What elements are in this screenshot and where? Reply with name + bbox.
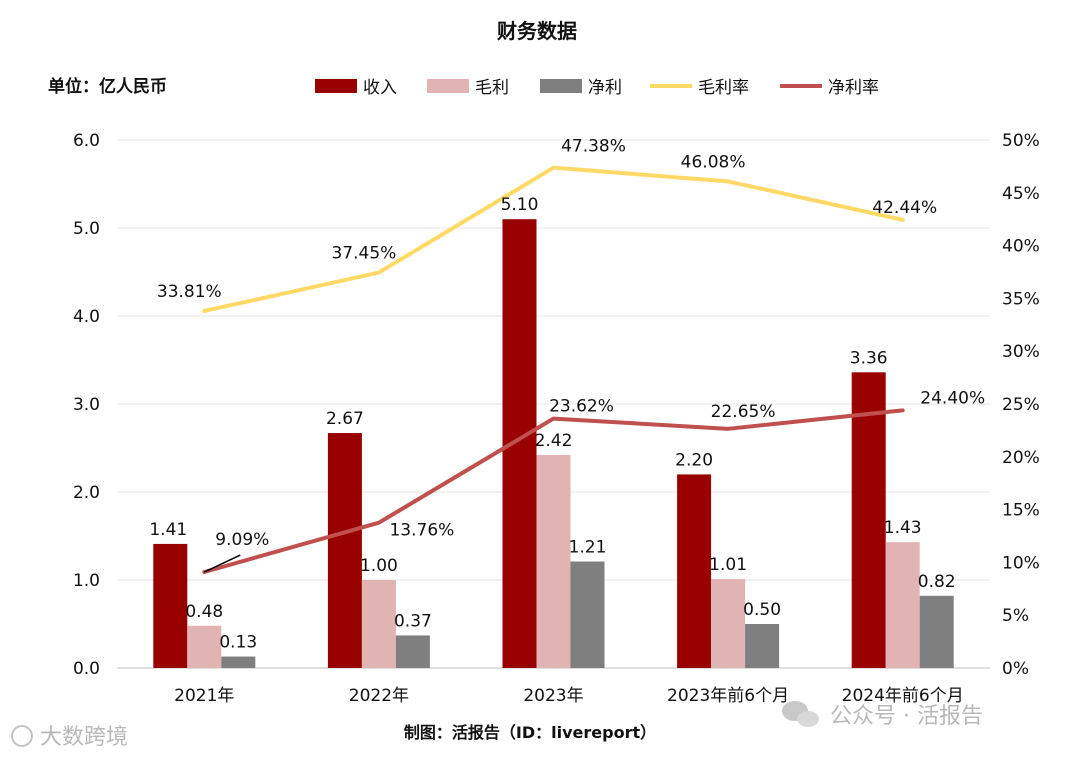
- bar-value-label: 2.20: [675, 450, 713, 470]
- legend-swatch: [540, 79, 582, 93]
- bar-value-label: 3.36: [850, 348, 888, 368]
- y-right-tick: 50%: [1002, 131, 1040, 151]
- line-value-label: 37.45%: [331, 244, 396, 264]
- line-value-label: 24.40%: [920, 388, 985, 408]
- bar-net-profit: [745, 624, 780, 668]
- left-axis-ticks: 0.0 1.0 2.0 3.0 4.0 5.0 6.0: [73, 131, 100, 679]
- category-label: 2023年: [523, 686, 583, 706]
- wechat-icon-bubble: [797, 711, 819, 727]
- line-value-label: 23.62%: [549, 397, 614, 417]
- bar-revenue: [153, 543, 188, 668]
- y-right-tick: 15%: [1002, 501, 1040, 521]
- line-value-label: 46.08%: [681, 152, 746, 172]
- brand-mark-icon: [11, 725, 33, 747]
- bar-value-label: 1.21: [569, 538, 607, 558]
- y-left-tick: 3.0: [73, 395, 100, 415]
- bar-value-label: 0.37: [394, 611, 432, 631]
- bar-gross-profit: [187, 625, 222, 668]
- bar-net-profit: [221, 656, 256, 668]
- legend: 收入 毛利 净利 毛利率 净利率: [315, 78, 879, 98]
- bar-revenue: [677, 474, 712, 668]
- bar-gross-profit: [536, 455, 571, 668]
- line-value-label: 13.76%: [389, 521, 454, 541]
- legend-label: 收入: [363, 78, 397, 98]
- bar-value-label: 1.41: [149, 520, 187, 540]
- y-left-tick: 1.0: [73, 571, 100, 591]
- bar-net-profit: [395, 635, 430, 668]
- watermark-right-text: 公众号 · 活报告: [830, 704, 983, 729]
- line-value-label: 47.38%: [561, 137, 626, 157]
- label-leader-line: [203, 554, 241, 573]
- gross-margin-line: [202, 165, 905, 313]
- y-left-tick: 2.0: [73, 483, 100, 503]
- line-value-label: 9.09%: [215, 530, 269, 550]
- y-left-tick: 5.0: [73, 219, 100, 239]
- y-right-tick: 10%: [1002, 553, 1040, 573]
- category-labels: 2021年 2022年 2023年 2023年前6个月 2024年前6个月: [174, 686, 964, 706]
- net-margin-line: [202, 408, 905, 575]
- category-label: 2022年: [349, 686, 409, 706]
- bar-gross-profit: [361, 580, 396, 668]
- right-axis-ticks: 0% 5% 10% 15% 20% 25% 30% 35% 40% 45% 50%: [1002, 131, 1040, 679]
- watermark-left-text: 大数跨境: [40, 725, 128, 750]
- bar-value-label: 0.13: [219, 633, 257, 653]
- bar-net-profit: [919, 595, 954, 668]
- data-labels: 1.41 2.67 5.10 2.20 3.36 0.48 1.00 2.42 1.01 1.43…: [149, 137, 985, 653]
- bar-value-label: 1.00: [360, 556, 398, 576]
- y-right-tick: 45%: [1002, 184, 1040, 204]
- bar-revenue: [851, 372, 886, 668]
- bar-revenue: [327, 433, 362, 668]
- legend-swatch: [315, 79, 357, 93]
- bar-value-label: 2.67: [326, 409, 364, 429]
- y-right-tick: 30%: [1002, 342, 1040, 362]
- y-left-tick: 6.0: [73, 131, 100, 151]
- y-right-tick: 40%: [1002, 237, 1040, 257]
- bars: [153, 219, 954, 668]
- line-value-label: 22.65%: [711, 402, 776, 422]
- bar-value-label: 5.10: [501, 195, 539, 215]
- category-label: 2023年前6个月: [667, 686, 789, 706]
- y-right-tick: 5%: [1002, 606, 1029, 626]
- unit-label: 单位：亿人民币: [48, 76, 167, 97]
- y-right-tick: 25%: [1002, 395, 1040, 415]
- bar-value-label: 2.42: [535, 431, 573, 451]
- bar-net-profit: [570, 561, 605, 668]
- y-left-tick: 4.0: [73, 307, 100, 327]
- legend-label: 毛利率: [698, 78, 749, 98]
- y-right-tick: 0%: [1002, 659, 1029, 679]
- bar-value-label: 0.48: [185, 602, 223, 622]
- bar-revenue: [502, 219, 537, 668]
- legend-label: 毛利: [475, 78, 509, 98]
- y-right-tick: 20%: [1002, 448, 1040, 468]
- source-footer: 制图：活报告（ID：livereport）: [404, 723, 656, 742]
- y-right-tick: 35%: [1002, 289, 1040, 309]
- legend-label: 净利率: [828, 78, 879, 98]
- chart-title: 财务数据: [497, 19, 577, 43]
- bar-value-label: 1.01: [709, 555, 747, 575]
- watermark-right: 公众号 · 活报告: [782, 701, 983, 729]
- line-value-label: 42.44%: [872, 198, 937, 218]
- bar-gross-profit: [885, 542, 920, 668]
- lines: [202, 165, 905, 575]
- bar-value-label: 1.43: [884, 518, 922, 538]
- y-left-tick: 0.0: [73, 659, 100, 679]
- bar-gross-profit: [711, 579, 746, 668]
- category-label: 2024年前6个月: [842, 686, 964, 706]
- legend-swatch: [427, 79, 469, 93]
- line-value-label: 33.81%: [157, 282, 222, 302]
- legend-label: 净利: [588, 78, 622, 98]
- watermark-left: 大数跨境: [11, 725, 128, 750]
- bar-value-label: 0.82: [918, 572, 956, 592]
- category-label: 2021年: [174, 686, 234, 706]
- bar-value-label: 0.50: [743, 600, 781, 620]
